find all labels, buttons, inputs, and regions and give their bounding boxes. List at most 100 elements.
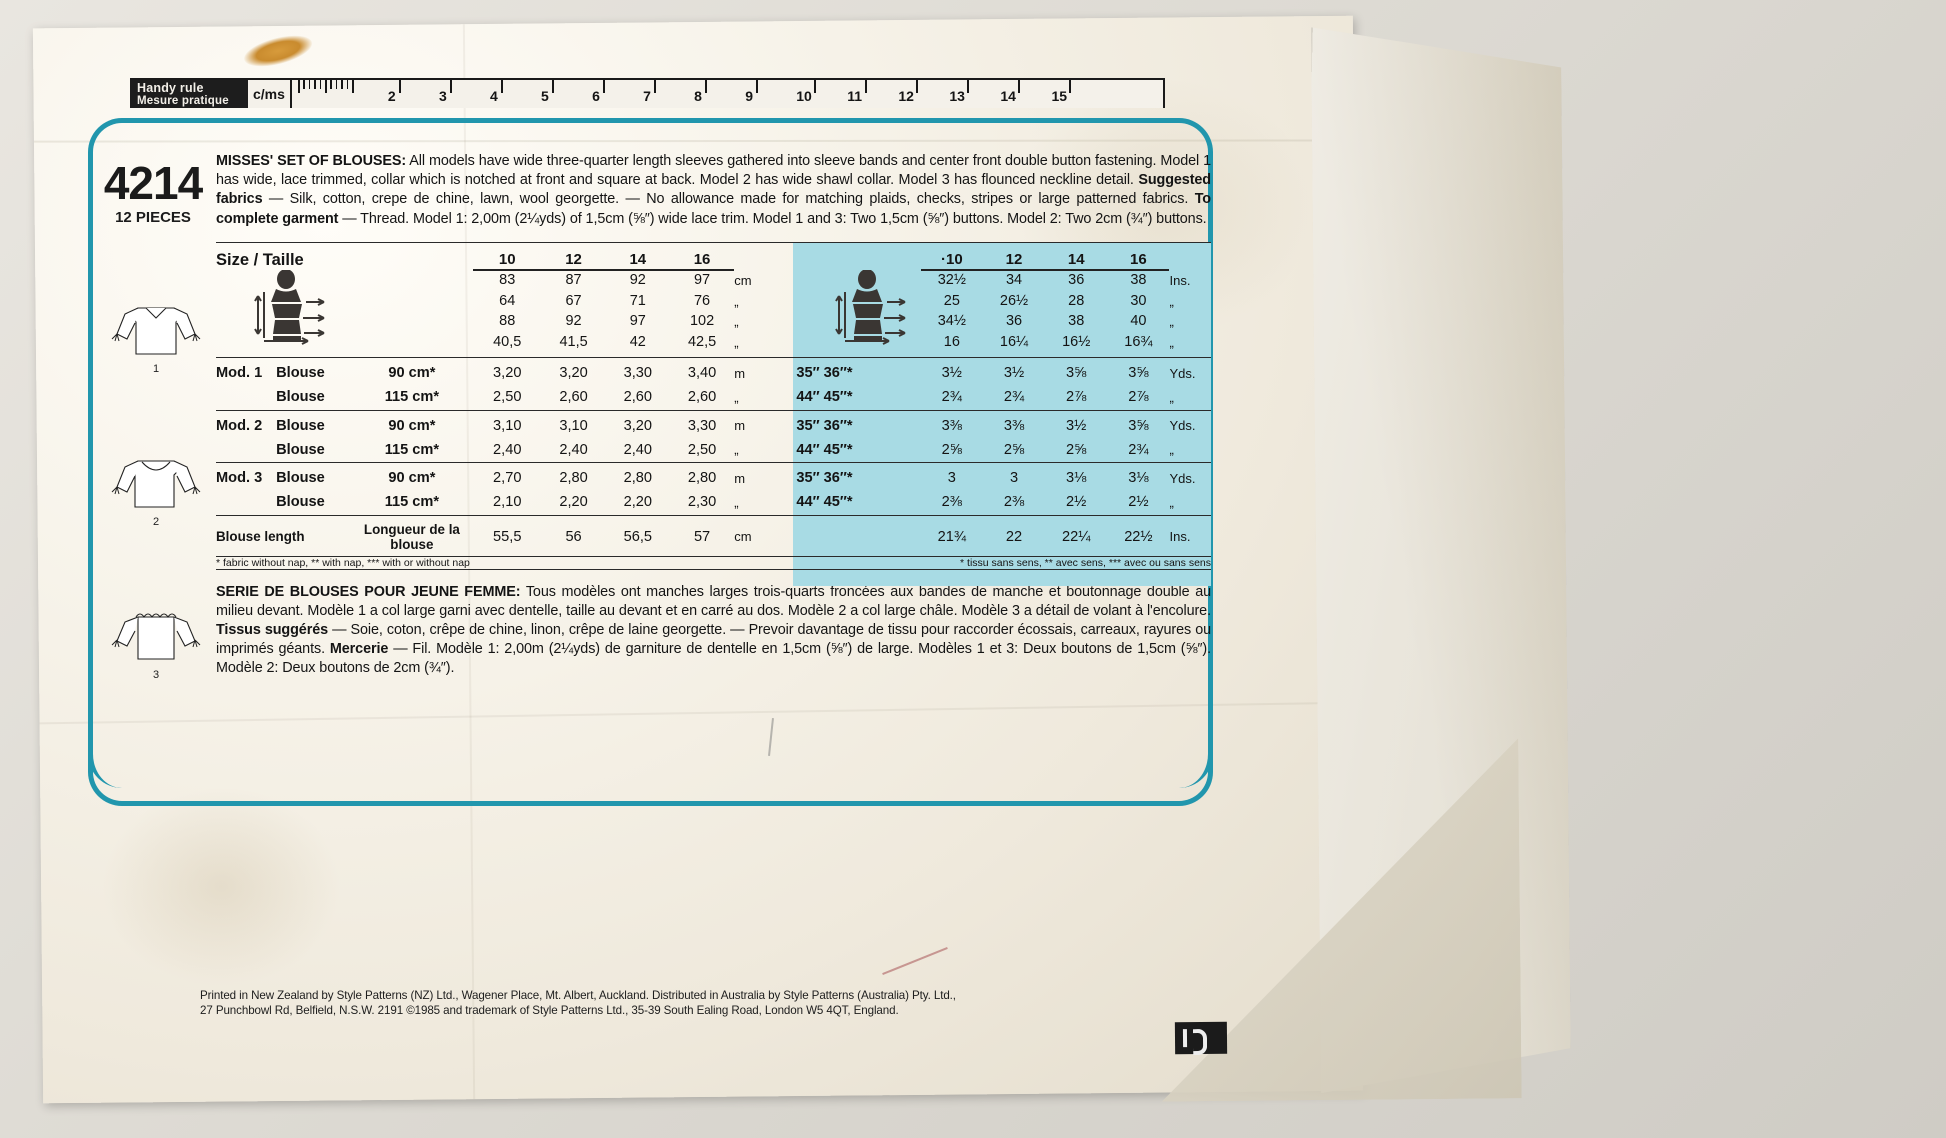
row-4-imperial-3: 3⅛ — [1107, 462, 1170, 487]
row-1-width-metric: 115 cm* — [384, 389, 440, 406]
imperial-meas-3-3: 16¾ — [1124, 333, 1153, 350]
teal-border-frame-bottom — [88, 718, 1213, 806]
row-1-imperial-2: 2⅞ — [1066, 389, 1087, 406]
row-2-metric-3: 3,30 — [669, 409, 735, 434]
ruler-tick — [314, 80, 316, 89]
table-header-row: Size / Taille 10 12 14 16 ·10 12 14 16 — [216, 241, 1211, 271]
metric-size-col-2: 14 — [605, 241, 670, 271]
blouse-length-metric-1: 56 — [541, 514, 606, 552]
description-fr-notions-body: — Fil. Modèle 1: 2,00m (2¼yds) de garnit… — [216, 641, 1211, 677]
imperial-meas-2-0: 34½ — [937, 313, 966, 330]
size-taille-label: Size / Taille — [216, 241, 474, 270]
row-5-unit-imperial: „ — [1169, 494, 1174, 510]
row-1-width-imperial: 44″ 45″* — [796, 389, 853, 406]
imperial-meas-1-unit: „ — [1169, 293, 1174, 309]
row-2-unit-metric: m — [734, 409, 774, 434]
row-3-metric-3: 2,50 — [687, 441, 717, 458]
row-2-metric-0: 3,10 — [473, 409, 542, 434]
blouse-flounce-neckline-line-drawing-icon — [111, 613, 201, 660]
row-2-imperial-0: 3⅜ — [920, 409, 983, 434]
metric-meas-2-1: 92 — [565, 313, 582, 330]
row-4-imperial-2: 3⅛ — [1045, 462, 1108, 487]
row-5-imperial-0: 2⅜ — [941, 494, 962, 511]
metric-meas-1-unit: „ — [734, 293, 739, 309]
ruler-tick — [330, 80, 332, 89]
row-4-metric-0: 2,70 — [473, 462, 542, 487]
row-0-imperial-2: 3⅝ — [1045, 357, 1108, 382]
row-1-garment: Blouse — [276, 389, 325, 406]
imperial-size-col-1: 12 — [982, 241, 1046, 271]
stain-mark — [240, 29, 316, 73]
row-2-imperial-3: 3⅝ — [1107, 409, 1170, 434]
imperial-size-col-2: 14 — [1045, 241, 1108, 271]
model-thumbnail-2: 2 — [96, 453, 216, 528]
row-4-width-metric: 90 cm* — [350, 462, 474, 487]
row-4-imperial-1: 3 — [982, 462, 1046, 487]
content-column: MISSES' SET OF BLOUSES: All models have … — [216, 152, 1211, 679]
handy-rule-end — [1163, 80, 1165, 108]
row-2-unit-imperial: Yds. — [1169, 409, 1211, 434]
row-1-model — [216, 381, 276, 405]
ruler-tick — [552, 80, 554, 93]
style-logo-mark — [1174, 1021, 1228, 1055]
row-5-unit-metric: „ — [734, 494, 739, 510]
metric-size-col-1: 12 — [541, 241, 606, 271]
metric-meas-0-0: 83 — [499, 272, 516, 289]
row-3-unit-metric: „ — [734, 442, 739, 458]
imperial-size-col-0: ·10 — [920, 241, 983, 271]
row-0-imperial-0: 3½ — [920, 357, 983, 382]
row-2-width-imperial: 35″ 36″* — [796, 409, 921, 434]
row-3-imperial-2: 2⅝ — [1066, 441, 1087, 458]
description-english: MISSES' SET OF BLOUSES: All models have … — [216, 152, 1211, 229]
handy-rule: Handy rule Mesure pratique c/ms 2 3 4 5 6 7 8 9… — [130, 78, 1165, 108]
metric-meas-3-unit: „ — [734, 334, 739, 350]
ruler-tick — [324, 80, 327, 93]
imperial-meas-0-2: 36 — [1068, 272, 1085, 289]
imperial-meas-1-2: 28 — [1068, 292, 1085, 309]
printer-credit-line-1: Printed in New Zealand by Style Patterns… — [200, 989, 956, 1002]
row-5-imperial-1: 2⅜ — [1003, 494, 1025, 511]
blouse-length-imperial-2: 22¼ — [1045, 514, 1108, 552]
ruler-number: 15 — [1051, 88, 1068, 104]
stain-mark — [100, 785, 343, 988]
ruler-number: 7 — [643, 88, 651, 104]
ruler-tick — [654, 80, 656, 93]
row-2-metric-1: 3,10 — [541, 409, 606, 434]
model-thumbnail-label: 1 — [152, 363, 160, 375]
metric-meas-2-0: 88 — [499, 313, 516, 330]
body-measure-figure-icon — [834, 268, 905, 345]
model-thumbnail-label: 2 — [152, 516, 160, 528]
imperial-meas-2-2: 38 — [1068, 313, 1085, 330]
row-4-model: Mod. 3 — [216, 462, 277, 487]
row-5-imperial-2: 2½ — [1066, 494, 1087, 511]
metric-meas-2-2: 97 — [629, 313, 646, 330]
ruler-tick — [335, 80, 338, 89]
imperial-meas-3-1: 16¼ — [999, 333, 1029, 350]
row-5-imperial-3: 2½ — [1128, 494, 1149, 511]
imperial-meas-1-3: 30 — [1130, 292, 1147, 309]
pattern-number-block: 4214 12 PIECES — [92, 160, 214, 226]
row-3-metric-0: 2,40 — [493, 441, 522, 458]
printer-credit-line-2: 27 Punchbowl Rd, Belfield, N.S.W. 2191 ©… — [200, 1004, 899, 1017]
ruler-number: 3 — [438, 88, 447, 104]
imperial-meas-0-0: 32½ — [937, 272, 966, 289]
printer-credit: Printed in New Zealand by Style Patterns… — [200, 988, 1100, 1018]
blouse-length-imperial-0: 21¾ — [920, 514, 983, 552]
row-3-width-imperial: 44″ 45″* — [796, 441, 853, 458]
imperial-meas-3-2: 16½ — [1062, 333, 1091, 350]
imperial-meas-1-0: 25 — [943, 292, 960, 309]
row-4-metric-3: 2,80 — [669, 462, 735, 487]
model-thumbnail-label: 3 — [152, 669, 160, 681]
row-2-width-metric: 90 cm* — [350, 409, 474, 434]
ruler-number: 14 — [1000, 88, 1016, 104]
table-row: Mod. 1 Blouse 90 cm* 3,20 3,20 3,30 3,40… — [216, 357, 1211, 382]
imperial-meas-0-1: 34 — [1005, 272, 1023, 289]
ruler-tick — [705, 80, 707, 93]
row-3-garment: Blouse — [276, 441, 325, 458]
row-2-imperial-2: 3½ — [1045, 409, 1108, 434]
metric-meas-3-0: 40,5 — [493, 333, 522, 350]
imperial-meas-2-3: 40 — [1130, 313, 1147, 330]
description-en-fabrics-label: Suggested fabrics — [216, 172, 1211, 208]
blouse-length-metric-2: 56,5 — [605, 514, 670, 552]
